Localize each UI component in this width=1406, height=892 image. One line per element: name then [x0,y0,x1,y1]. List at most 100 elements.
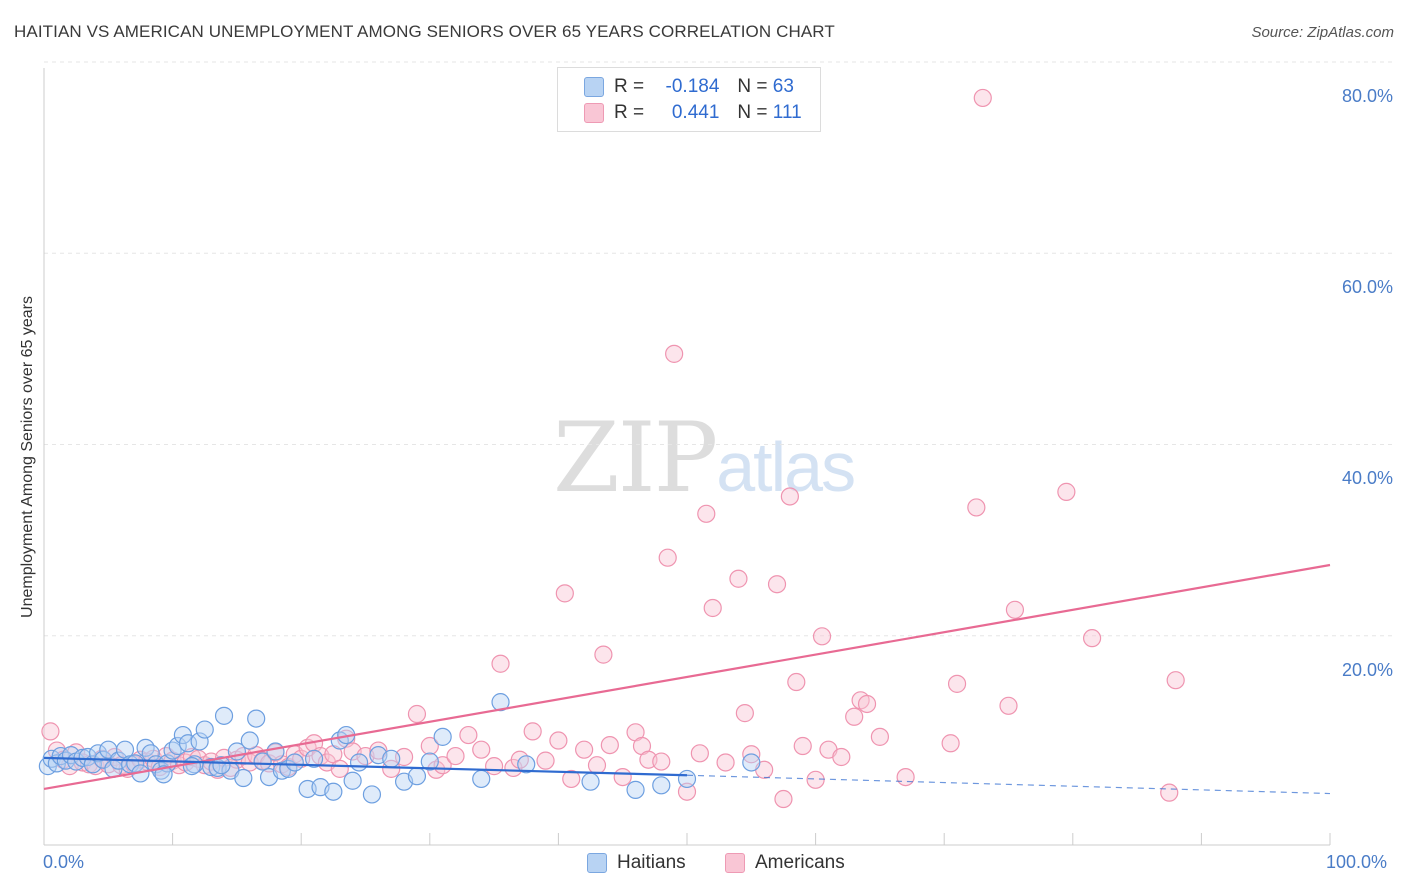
r-value: -0.184 [665,76,720,97]
americans-point [1057,482,1076,501]
r-label: R = [614,76,645,97]
americans-point [420,736,439,756]
americans-point [382,759,401,778]
x-tick-label: 0.0% [43,852,85,872]
haitians-point [168,736,187,756]
americans-point [459,725,478,745]
americans-point [555,584,574,603]
americans-point [767,575,787,594]
americans-point [729,569,748,588]
americans-point [793,736,812,756]
haitians-point [382,749,401,768]
legend-row-haitians: R = -0.184 N = 63 [584,75,794,99]
americans-point [690,744,709,763]
americans-point [472,740,491,759]
americans-trend-line [43,563,1331,791]
americans-point [1082,629,1102,648]
americans-point [407,704,427,724]
americans-point [658,548,677,567]
source-label: Source: ZipAtlas.com [1251,24,1394,41]
americans-point [652,752,671,771]
haitians-trend-extension [686,774,1331,795]
haitians-point [126,754,145,773]
y-tick-label: 40.0% [1341,468,1393,488]
americans-point [735,704,754,723]
y-tick-label: 60.0% [1341,277,1393,297]
watermark: ZIPatlas [553,402,856,514]
haitians-point [178,734,198,753]
americans-point [780,487,799,506]
haitians-point [195,720,214,739]
legend-row-americans: R = 0.441 N = 111 [584,101,802,125]
haitians-point [626,780,645,799]
legend-item-americans[interactable]: Americans [725,852,845,874]
americans-point [549,731,568,750]
haitians-point [581,772,600,791]
americans-swatch [725,853,745,873]
haitians-point [677,769,697,789]
r-value: 0.441 [671,102,720,123]
haitians-point [491,693,510,712]
haitians-point [742,753,761,772]
haitians-point [154,765,173,784]
americans-point [600,735,619,755]
haitians-point [433,727,452,746]
americans-point [1166,671,1185,690]
haitians-point [212,756,231,775]
americans-point [716,753,735,772]
americans-point [870,727,890,746]
americans-point [774,789,793,809]
n-label: N = [737,102,768,123]
americans-point [594,645,613,664]
americans-point [485,757,504,776]
haitians-point [472,769,491,789]
americans-point [845,707,864,726]
haitians-point [272,761,292,780]
haitians-point [324,782,343,801]
americans-point [697,504,716,523]
y-tick-label: 80.0% [1341,86,1393,106]
americans-point [812,627,832,646]
americans-point [665,344,684,363]
americans-point [562,769,581,789]
haitians-point [362,785,382,804]
haitians-point [517,755,536,774]
americans-point [1005,600,1025,619]
watermark-zip: ZIP [553,402,718,514]
americans-point [806,770,825,789]
haitians-point [304,749,324,768]
r-label: R = [614,102,645,123]
y-tick-label: 20.0% [1341,660,1393,680]
haitians-point [253,752,272,771]
haitians-point [214,706,234,725]
americans-point [999,696,1018,715]
haitians-point [285,753,304,772]
americans-point [491,654,510,673]
n-value: 111 [772,102,802,123]
x-tick-label: 100.0% [1326,852,1388,872]
americans-point [832,747,851,767]
haitians-point [240,731,259,750]
haitians-swatch [587,853,607,873]
haitians-point [343,771,362,790]
haitians-point [182,757,201,776]
americans-point [973,88,992,108]
americans-point [703,598,722,618]
n-label: N = [737,76,768,97]
haitians-point [234,768,253,788]
americans-point [941,734,960,753]
chart-title: HAITIAN VS AMERICAN UNEMPLOYMENT AMONG S… [14,22,835,41]
haitians-swatch [584,77,604,97]
legend-item-haitians[interactable]: Haitians [587,852,686,874]
americans-point [369,741,388,760]
americans-point [613,767,632,787]
haitians-point [420,752,439,771]
haitians-point [190,732,209,751]
americans-point [947,674,967,693]
haitians-point [266,742,285,761]
americans-point [41,722,60,741]
americans-point [857,694,877,714]
watermark-atlas: atlas [716,428,856,506]
americans-point [575,740,594,759]
haitians-point [652,776,671,795]
